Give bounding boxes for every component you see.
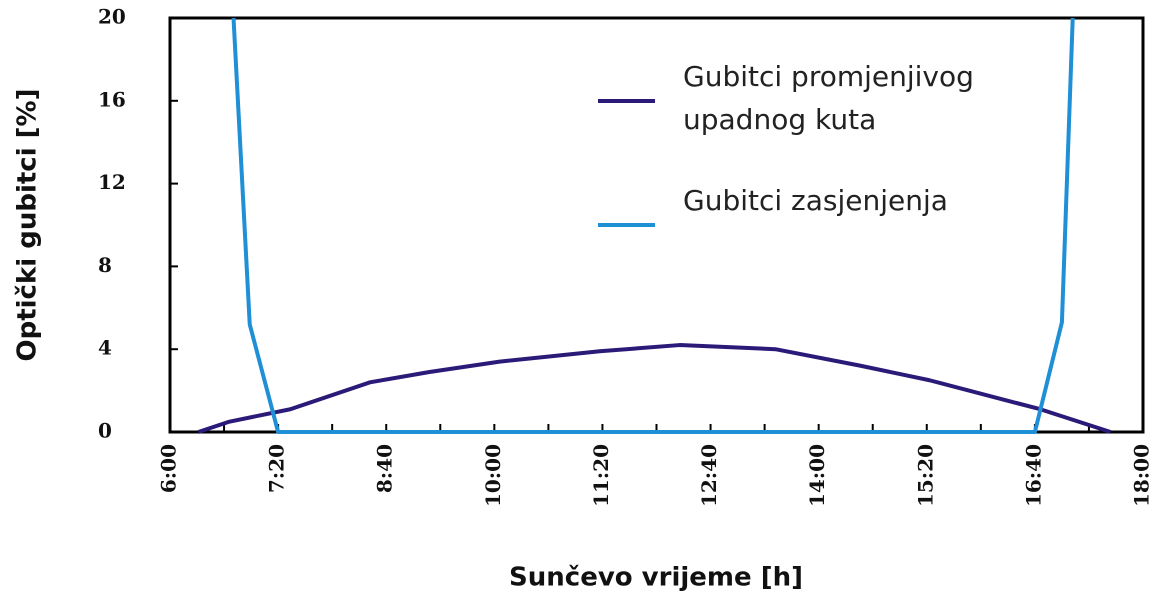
y-tick-label: 0 [98, 419, 112, 443]
legend-label: Gubitci promjenjivog upadnog kuta [683, 60, 974, 136]
series-line [197, 343, 1112, 434]
x-tick-label: 16:40 [1021, 444, 1045, 507]
legend-entry: Gubitci zasjenjenja [598, 179, 998, 227]
x-tick-label: 6:00 [157, 444, 181, 493]
x-tick-label: 14:00 [805, 444, 829, 507]
x-tick-label: 11:20 [589, 444, 613, 507]
y-tick-label: 16 [98, 87, 126, 111]
legend-entry: Gubitci promjenjivog upadnog kuta [598, 55, 998, 141]
y-tick-label: 8 [98, 253, 112, 277]
x-tick-label: 7:20 [265, 444, 289, 493]
x-tick-label: 10:00 [481, 444, 505, 507]
legend-label: Gubitci zasjenjenja [683, 184, 948, 217]
x-tick-label: 12:40 [697, 444, 721, 507]
legend-swatch [598, 223, 655, 227]
y-tick-label: 20 [98, 5, 126, 29]
y-tick-label: 4 [98, 336, 112, 360]
x-tick-label: 15:20 [913, 444, 937, 507]
legend-swatch [598, 99, 655, 103]
x-tick-label: 8:40 [373, 444, 397, 493]
y-tick-label: 12 [98, 170, 126, 194]
x-axis-title: Sunčevo vrijeme [h] [509, 563, 803, 593]
y-axis-title: Optički gubitci [%] [13, 89, 43, 362]
legend: Gubitci promjenjivog upadnog kuta Gubitci… [598, 55, 998, 265]
series-line [231, 17, 1075, 434]
x-tick-label: 18:00 [1130, 444, 1154, 507]
